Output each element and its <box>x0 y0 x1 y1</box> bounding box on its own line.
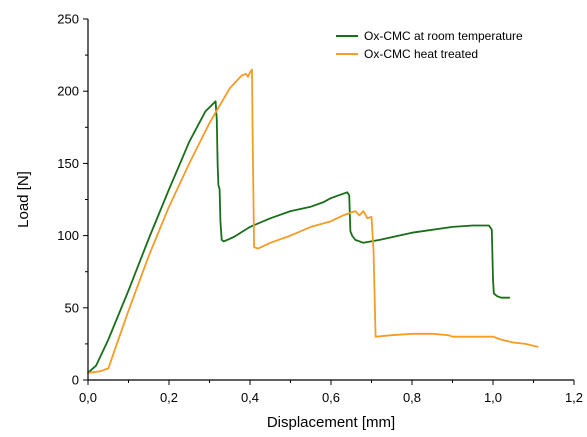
x-tick-label: 1,0 <box>484 390 502 405</box>
y-tick-label: 200 <box>57 84 79 99</box>
plot-series <box>87 68 539 374</box>
legend-label-room-temperature: Ox-CMC at room temperature <box>364 29 523 43</box>
x-tick-label: 0,6 <box>322 390 340 405</box>
x-axis-ticks: 0,0 0,2 0,4 0,6 0,8 1,0 1,2 <box>79 380 583 405</box>
series-line-0 <box>87 100 511 374</box>
legend-label-heat-treated: Ox-CMC heat treated <box>364 47 478 61</box>
series-line-1 <box>87 68 539 374</box>
y-tick-label: 100 <box>57 228 79 243</box>
legend: Ox-CMC at room temperature Ox-CMC heat t… <box>336 29 523 61</box>
x-tick-label: 0,8 <box>403 390 421 405</box>
x-tick-label: 0,4 <box>241 390 259 405</box>
y-tick-label: 250 <box>57 12 79 27</box>
x-axis-title: Displacement [mm] <box>267 414 395 431</box>
y-axis-title: Load [N] <box>15 171 32 228</box>
x-tick-label: 1,2 <box>565 390 583 405</box>
y-tick-label: 150 <box>57 156 79 171</box>
y-tick-label: 50 <box>65 300 79 315</box>
x-tick-label: 0,2 <box>160 390 178 405</box>
y-axis-ticks: 0 50 100 150 200 250 <box>57 12 88 388</box>
x-tick-label: 0,0 <box>79 390 97 405</box>
y-tick-label: 0 <box>72 373 79 388</box>
